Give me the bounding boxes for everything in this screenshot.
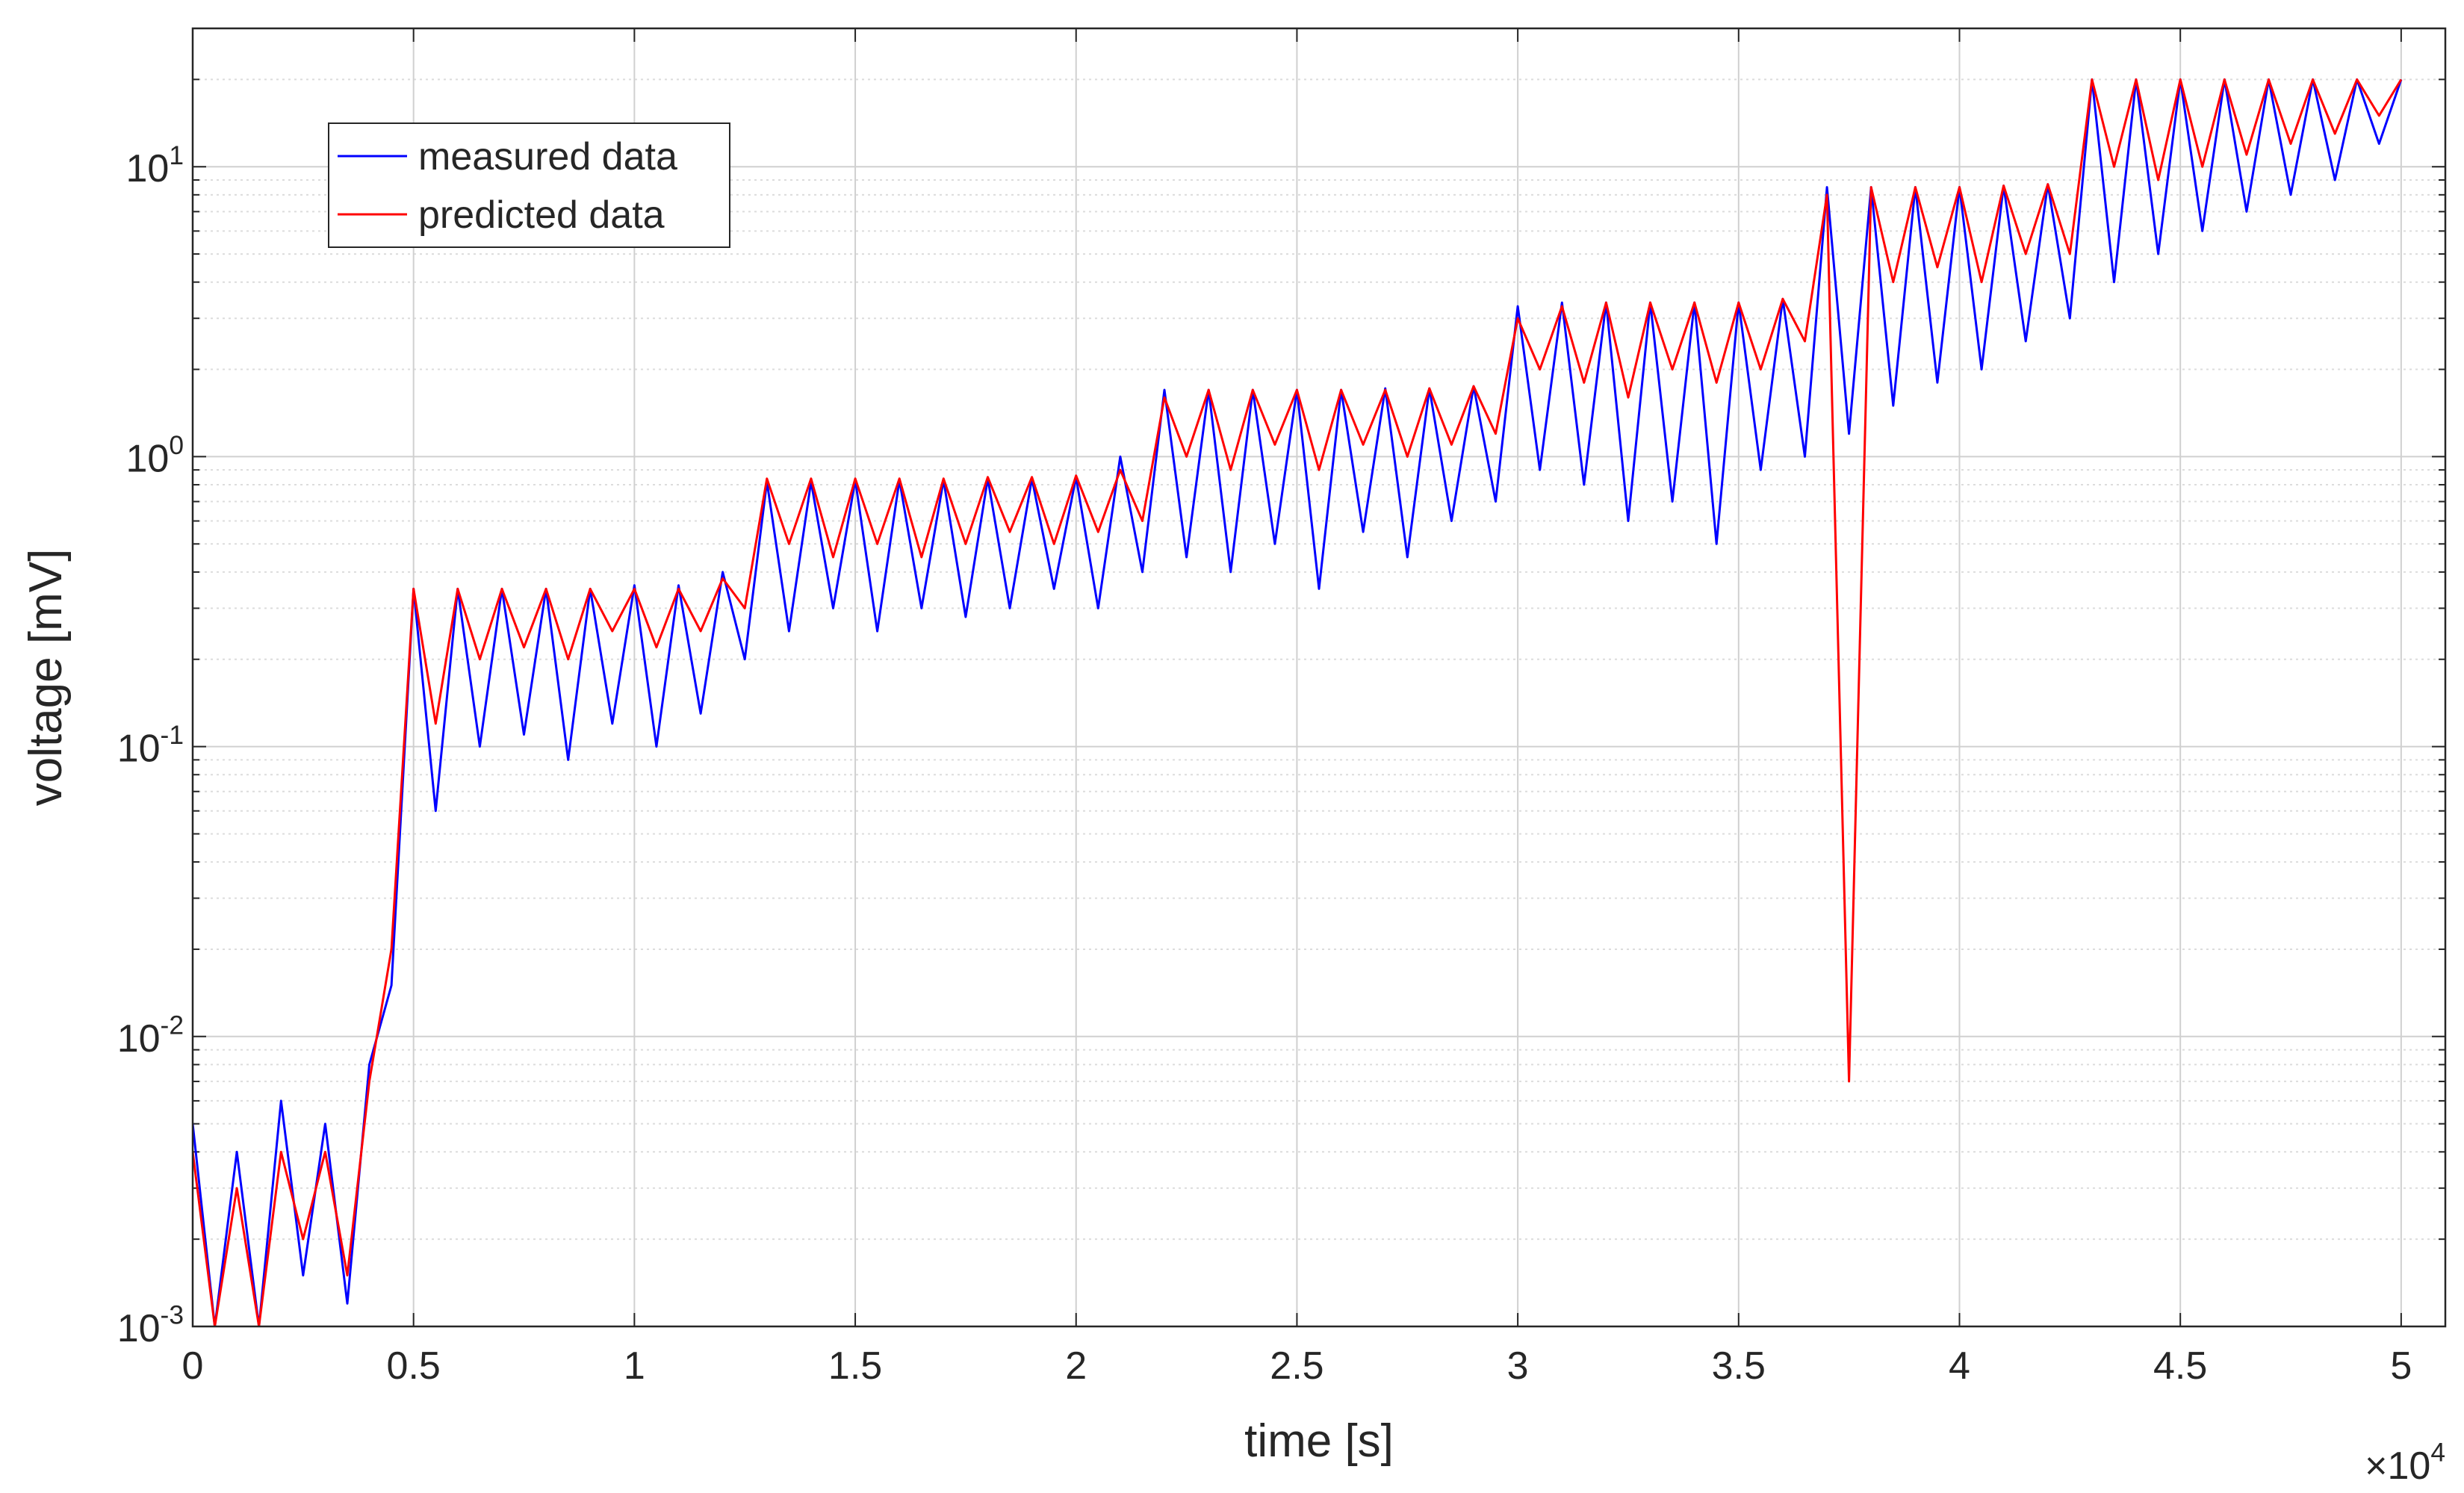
x-tick-label: 3.5 [1712, 1344, 1766, 1388]
x-tick-label: 3 [1507, 1344, 1529, 1388]
legend-label: measured data [418, 135, 677, 179]
y-tick-label: 10-3 [117, 1301, 184, 1350]
y-tick-label: 101 [125, 141, 184, 190]
x-tick-label: 4.5 [2153, 1344, 2207, 1388]
x-tick-label: 5 [2390, 1344, 2412, 1388]
x-tick-label: 2.5 [1270, 1344, 1323, 1388]
legend-label: predicted data [418, 193, 665, 237]
x-tick-label: 1 [624, 1344, 645, 1388]
y-tick-label: 100 [125, 431, 184, 480]
y-tick-label: 10-1 [117, 721, 184, 770]
x-tick-label: 0.5 [387, 1344, 441, 1388]
x-tick-label: 4 [1949, 1344, 1970, 1388]
x-tick-label: 0 [182, 1344, 204, 1388]
data-line [193, 78, 2403, 1326]
x-tick-label: 2 [1065, 1344, 1087, 1388]
legend-box [328, 122, 730, 248]
y-tick-label: 10-2 [117, 1011, 184, 1060]
axes-box [191, 27, 2447, 1328]
y-axis-label: voltage [mV] [20, 549, 72, 807]
x-axis-label: time [s] [1244, 1415, 1394, 1467]
x-tick-label: 1.5 [828, 1344, 882, 1388]
x-exponent-label: ×104 [2365, 1438, 2445, 1488]
